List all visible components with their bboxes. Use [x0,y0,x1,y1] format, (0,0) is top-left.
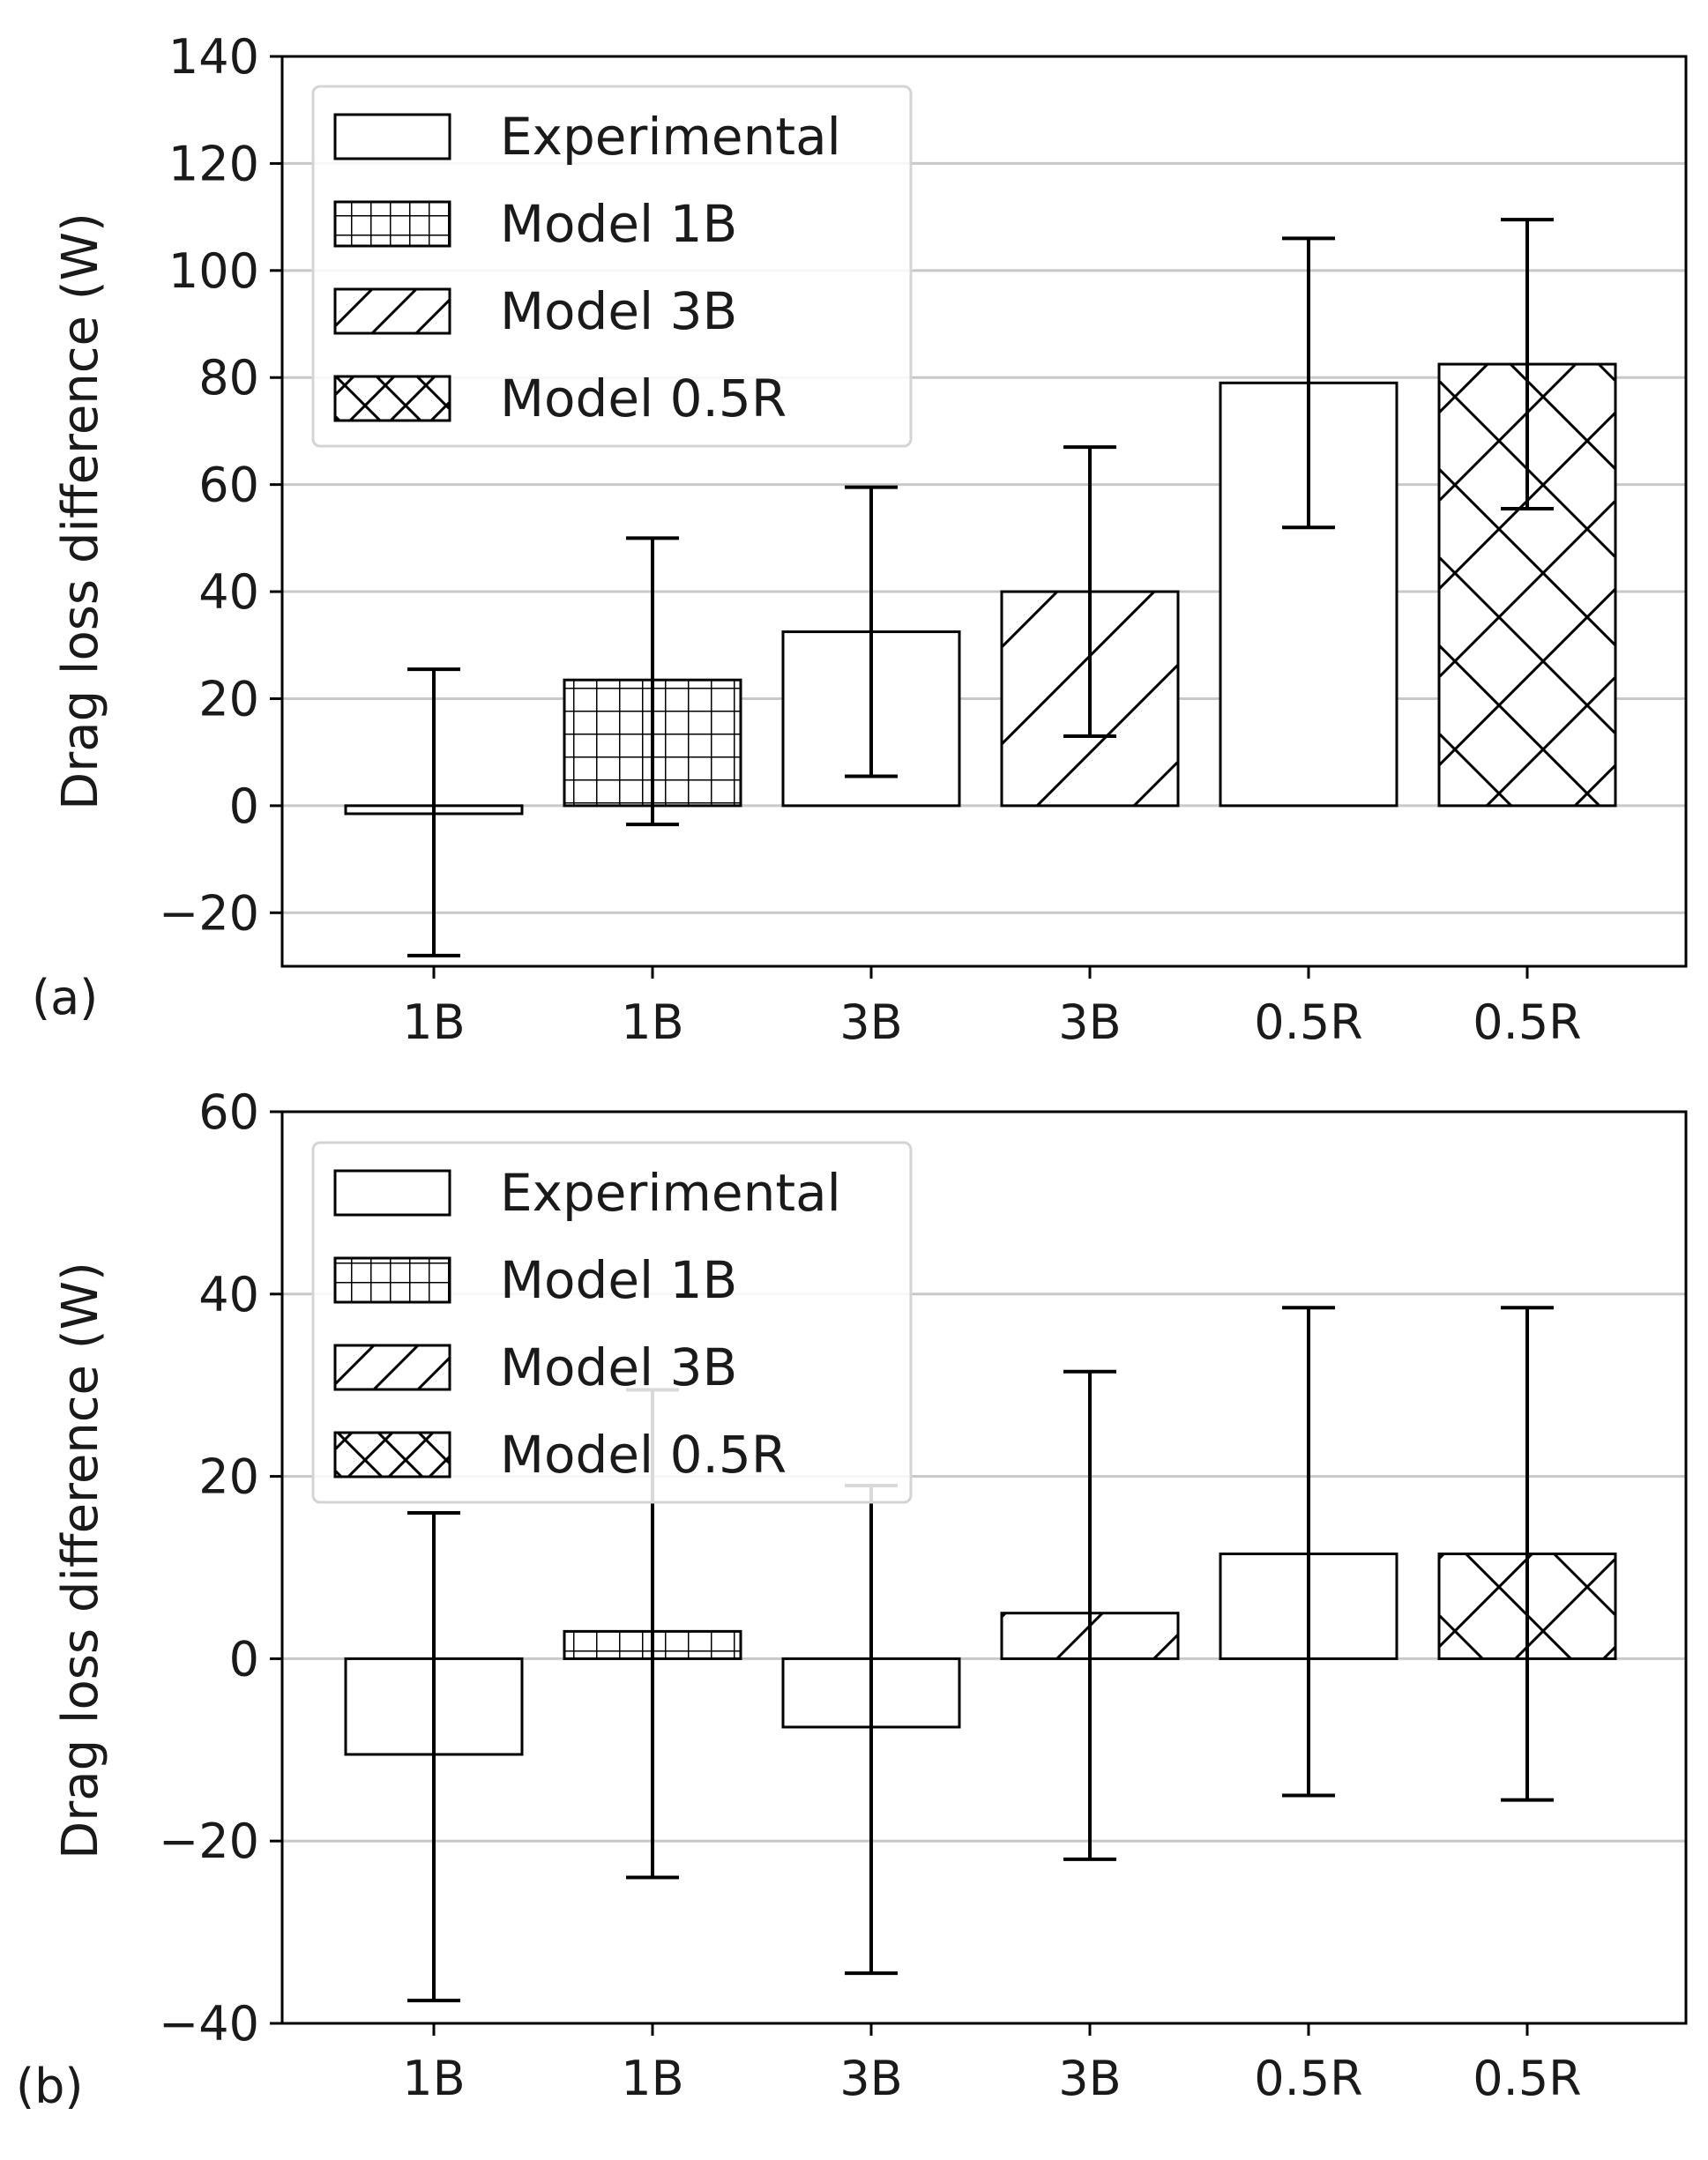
legend-label: Model 1B [500,1250,737,1310]
y-tick-label: 40 [198,1267,259,1322]
panel-b-y-ticks: −40 −20 0 20 40 60 [159,1084,282,2052]
error-bar [1501,1306,1554,1802]
legend-swatch [333,287,451,335]
x-tick-label: 1B [621,994,683,1050]
panel-b-chart: −40 −20 0 20 40 60 1B 1B 3B 3B 0.5R 0.5R Drag loss… [16,1084,1688,2114]
error-bar [1063,1369,1116,1861]
legend-swatch [333,200,451,248]
panel-b-label: (b) [16,2059,83,2114]
legend-box [311,85,913,448]
y-tick-label: 20 [198,671,259,726]
y-tick-label: 80 [198,350,259,406]
legend-label: Experimental [500,1163,841,1223]
legend-swatch [333,375,451,422]
legend-label: Model 1B [500,194,737,254]
y-tick-label: 120 [168,136,259,191]
panel-b-x-ticks: 1B 1B 3B 3B 0.5R 0.5R [402,2023,1582,2106]
legend-swatch [333,113,451,160]
panel-a-y-ticks: −20 0 20 40 60 80 100 120 140 [159,29,282,941]
y-tick-label: 0 [229,778,259,834]
y-tick-label: −20 [159,1814,259,1869]
panel-a-legend: Experimental Model 1B Model 3B Model 0.5R [311,85,913,448]
legend-swatch [333,1344,451,1391]
x-tick-label: 0.5R [1473,994,1581,1050]
legend-swatch [333,1169,451,1217]
error-bar [626,536,679,827]
x-tick-label: 3B [1058,994,1121,1050]
x-tick-label: 3B [839,2051,902,2106]
x-tick-label: 0.5R [1473,2051,1581,2106]
error-bar [407,1510,460,2003]
panel-a-plot-frame [280,55,1688,968]
legend-label: Model 0.5R [500,1425,787,1485]
x-tick-label: 1B [402,2051,465,2106]
panel-b-y-axis-label: Drag loss difference (W) [52,1262,109,1859]
error-bar [407,667,460,957]
legend-label: Model 3B [500,1337,737,1397]
legend-label: Model 3B [500,281,737,341]
x-tick-label: 3B [839,994,902,1050]
panel-b-legend: Experimental Model 1B Model 3B Model 0.5R [311,1141,913,1504]
panel-a-chart: −20 0 20 40 60 80 100 120 140 1B 1B 3B 3B 0.5R 0.5R D… [32,29,1688,1050]
panel-a-label: (a) [32,970,98,1025]
legend-box [311,1141,913,1504]
x-tick-label: 0.5R [1254,2051,1362,2106]
error-bar [845,1483,898,1976]
x-tick-label: 1B [621,2051,683,2106]
y-tick-label: 60 [198,458,259,513]
y-tick-label: −40 [159,1996,259,2052]
legend-swatch [333,1256,451,1304]
legend-label: Experimental [500,107,841,167]
y-tick-label: −20 [159,885,259,941]
error-bar [1501,218,1554,510]
error-bar [1063,445,1116,738]
x-tick-label: 0.5R [1254,994,1362,1050]
panel-a-y-axis-label: Drag loss difference (W) [52,212,109,810]
y-tick-label: 0 [229,1631,259,1687]
error-bar [1282,236,1335,530]
y-tick-label: 40 [198,564,259,620]
x-tick-label: 1B [402,994,465,1050]
x-tick-label: 3B [1058,2051,1121,2106]
error-bar [845,485,898,778]
legend-label: Model 0.5R [500,369,787,428]
legend-swatch [333,1431,451,1478]
y-tick-label: 20 [198,1449,259,1505]
error-bar [1282,1306,1335,1798]
panel-b-plot-frame [280,1110,1688,2025]
y-tick-label: 140 [168,29,259,85]
y-tick-label: 100 [168,243,259,299]
y-tick-label: 60 [198,1084,259,1140]
panel-a-errorbars [407,218,1554,957]
panel-b-bars [344,1552,1617,1756]
panel-a-x-ticks: 1B 1B 3B 3B 0.5R 0.5R [402,966,1582,1050]
